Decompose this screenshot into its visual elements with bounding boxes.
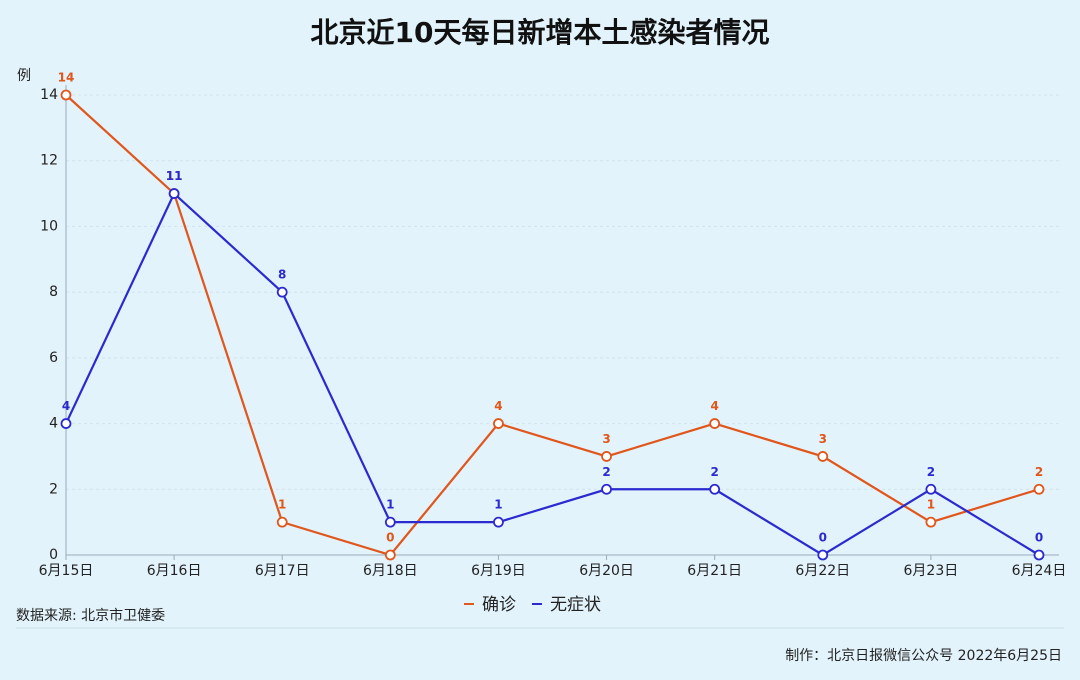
y-tick-label: 4 xyxy=(49,416,58,432)
y-tick-label: 2 xyxy=(49,481,58,497)
y-tick-label: 10 xyxy=(40,218,58,234)
x-tick-label: 6月18日 xyxy=(363,563,418,579)
data-point xyxy=(384,516,396,528)
x-tick-label: 6月17日 xyxy=(255,563,310,579)
data-point xyxy=(601,451,612,462)
series-line xyxy=(65,191,1040,557)
data-point xyxy=(1033,549,1045,561)
x-tick-label: 6月22日 xyxy=(795,563,850,579)
value-label: 0 xyxy=(819,531,827,545)
value-label: 4 xyxy=(494,399,502,413)
y-tick-label: 14 xyxy=(40,87,58,103)
series-line xyxy=(65,94,1040,557)
data-point xyxy=(709,483,721,495)
value-label: 2 xyxy=(1035,465,1043,479)
credit: 制作：北京日报微信公众号 2022年6月25日 xyxy=(785,648,1062,664)
value-label: 11 xyxy=(166,169,183,183)
x-tick-label: 6月24日 xyxy=(1012,563,1067,579)
legend-label: 确诊 xyxy=(482,595,516,615)
data-point xyxy=(276,286,288,298)
data-point xyxy=(60,89,72,101)
value-label: 8 xyxy=(278,268,286,282)
x-tick-label: 6月16日 xyxy=(147,563,202,579)
source: 数据来源: 北京市卫健委 xyxy=(16,607,165,624)
data-point xyxy=(384,549,396,561)
data-point xyxy=(601,483,612,495)
value-label: 3 xyxy=(819,432,827,446)
x-tick-label: 6月20日 xyxy=(579,563,634,579)
y-axis-label: 例 xyxy=(17,68,31,84)
chart-title: 北京近10天每日新增本土感染者情况 xyxy=(311,16,770,49)
value-label: 4 xyxy=(710,399,718,413)
value-label: 2 xyxy=(602,465,610,479)
x-tick-label: 6月21日 xyxy=(687,563,742,579)
x-tick-label: 6月23日 xyxy=(904,563,959,579)
value-label: 1 xyxy=(386,498,394,512)
y-tick-label: 0 xyxy=(49,547,58,563)
data-point xyxy=(925,483,937,495)
data-point xyxy=(925,516,937,528)
value-label: 14 xyxy=(58,71,75,85)
value-label: 1 xyxy=(494,498,502,512)
data-point xyxy=(1033,483,1045,495)
value-label: 11 xyxy=(166,169,183,183)
data-point xyxy=(276,516,288,528)
legend-label: 无症状 xyxy=(550,595,601,615)
y-tick-label: 6 xyxy=(49,350,58,366)
data-point xyxy=(817,451,829,462)
value-label: 0 xyxy=(1035,531,1043,545)
data-point xyxy=(709,418,721,429)
x-tick-label: 6月19日 xyxy=(471,563,526,579)
x-tick-label: 6月15日 xyxy=(39,563,94,579)
value-label: 4 xyxy=(62,399,70,413)
value-label: 2 xyxy=(710,465,718,479)
data-point xyxy=(493,516,504,528)
value-label: 1 xyxy=(927,498,935,512)
y-tick-label: 8 xyxy=(49,284,58,300)
value-label: 0 xyxy=(386,531,394,545)
data-point xyxy=(493,418,504,429)
y-tick-label: 12 xyxy=(40,153,58,169)
value-label: 3 xyxy=(602,432,610,446)
data-point xyxy=(168,188,180,199)
data-point xyxy=(60,418,72,429)
value-label: 2 xyxy=(927,465,935,479)
data-point xyxy=(817,549,829,561)
value-label: 1 xyxy=(278,498,286,512)
